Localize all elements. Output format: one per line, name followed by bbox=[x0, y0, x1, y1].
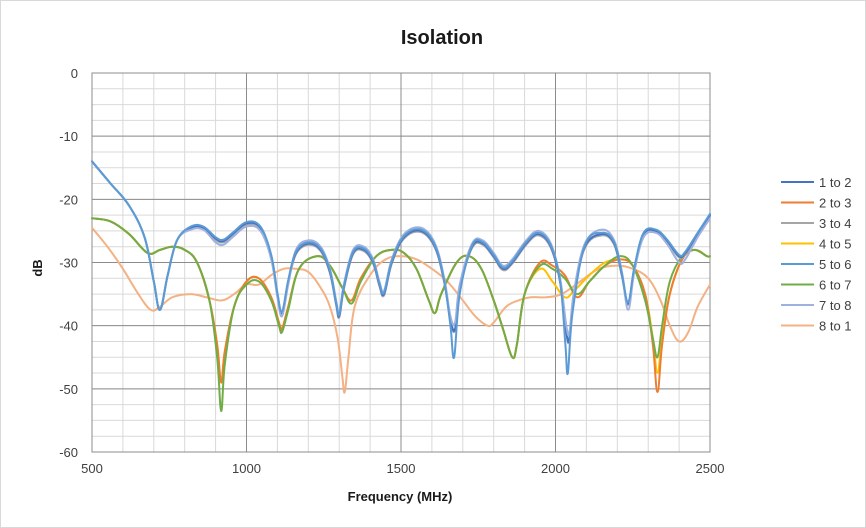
legend-label: 7 to 8 bbox=[819, 298, 852, 313]
x-tick-label: 2000 bbox=[541, 461, 570, 476]
y-tick-label: -50 bbox=[59, 382, 78, 397]
y-tick-label: -60 bbox=[59, 445, 78, 460]
chart-title: Isolation bbox=[401, 27, 483, 49]
x-tick-label: 1000 bbox=[232, 461, 261, 476]
x-tick-label: 1500 bbox=[387, 461, 416, 476]
series-layer bbox=[91, 160, 711, 412]
y-tick-label: -40 bbox=[59, 319, 78, 334]
y-tick-label: -20 bbox=[59, 192, 78, 207]
legend-label: 5 to 6 bbox=[819, 257, 852, 272]
series-line-5-to-6 bbox=[91, 160, 711, 376]
legend-label: 3 to 4 bbox=[819, 216, 852, 231]
y-tick-label: 0 bbox=[71, 66, 78, 81]
legend-label: 8 to 1 bbox=[819, 319, 852, 334]
y-tick-label: -10 bbox=[59, 129, 78, 144]
x-axis-label: Frequency (MHz) bbox=[348, 489, 453, 504]
legend: 1 to 2 2 to 3 3 to 4 4 to 5 5 to 6 6 to 7 7 to… bbox=[781, 175, 852, 334]
legend-label: 4 to 5 bbox=[819, 237, 852, 252]
plot-area-border bbox=[91, 72, 711, 453]
y-tick-label: -30 bbox=[59, 256, 78, 271]
legend-label: 1 to 2 bbox=[819, 175, 852, 190]
legend-label: 6 to 7 bbox=[819, 278, 852, 293]
x-tick-label: 500 bbox=[81, 461, 103, 476]
y-tick-labels: 0 -10 -20 -30 -40 -50 -60 bbox=[59, 66, 78, 460]
series-line-6-to-7 bbox=[91, 217, 711, 412]
x-tick-label: 2500 bbox=[696, 461, 725, 476]
x-tick-labels: 500 1000 1500 2000 2500 bbox=[81, 461, 724, 476]
y-axis-label: dB bbox=[30, 259, 45, 276]
legend-label: 2 to 3 bbox=[819, 196, 852, 211]
